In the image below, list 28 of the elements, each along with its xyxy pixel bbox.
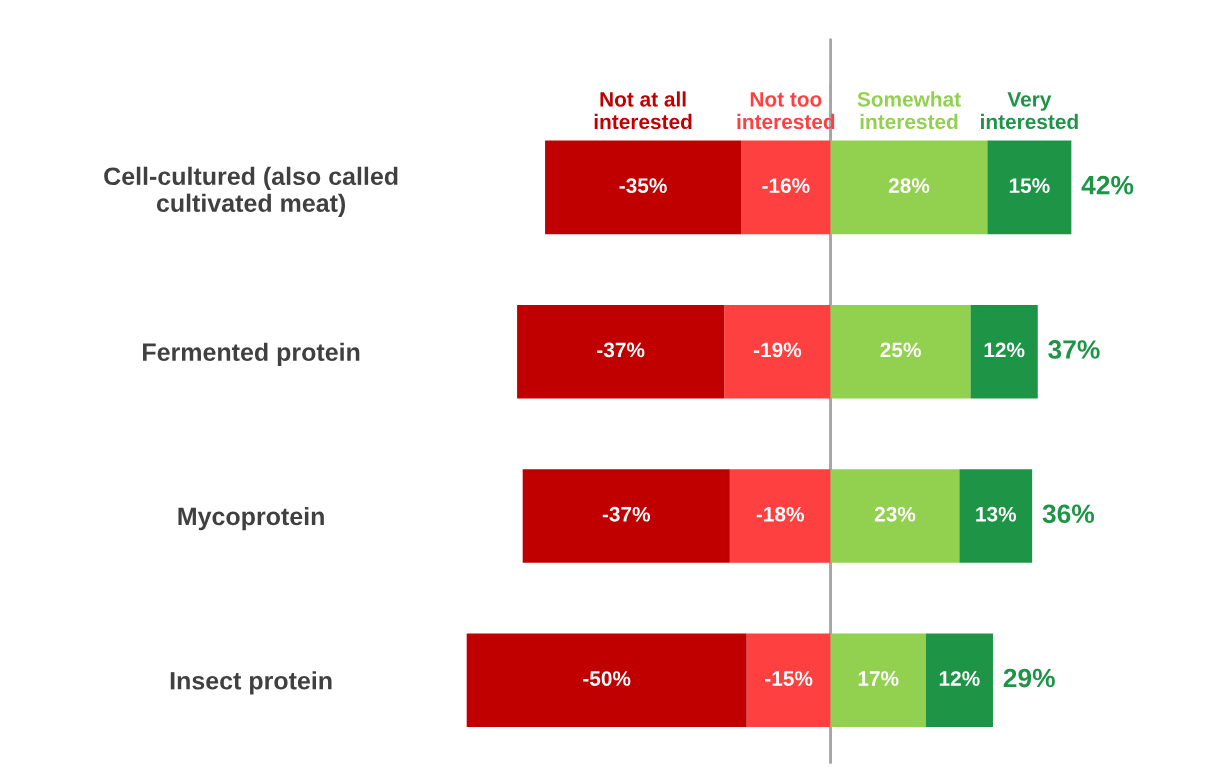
y-tick-label: Insect protein — [170, 671, 332, 695]
data-label: 12% — [939, 671, 980, 686]
y-tick-label: Mycoprotein — [178, 506, 324, 531]
series-label: Somewhat interested — [857, 91, 961, 130]
series-label: Very interested — [981, 92, 1078, 130]
y-tick-label: Cell-cultured (also called cultivated meat) — [104, 166, 398, 217]
data-label: 15% — [1009, 178, 1050, 194]
data-label: 17% — [858, 671, 899, 686]
data-label: 28% — [888, 178, 930, 194]
annotation: 29% — [1003, 668, 1055, 688]
data-label: -35% — [619, 178, 667, 194]
data-label: -50% — [583, 671, 631, 686]
data-label: -37% — [597, 342, 645, 358]
data-label: 12% — [984, 342, 1025, 358]
series-label: Not at all interested — [594, 91, 692, 130]
data-label: -19% — [753, 342, 802, 358]
data-label: 13% — [976, 506, 1017, 522]
data-label: 23% — [874, 506, 916, 522]
data-label: 25% — [880, 342, 921, 358]
data-label: -16% — [762, 178, 810, 194]
annotation: 42% — [1081, 175, 1134, 195]
data-label: -18% — [756, 506, 804, 522]
data-label: -37% — [602, 506, 651, 522]
annotation: 37% — [1048, 340, 1100, 359]
series-label: Not too interested — [737, 92, 835, 130]
annotation: 36% — [1042, 504, 1095, 524]
y-tick-label: Fermented protein — [143, 342, 360, 366]
data-label: -15% — [765, 671, 813, 686]
